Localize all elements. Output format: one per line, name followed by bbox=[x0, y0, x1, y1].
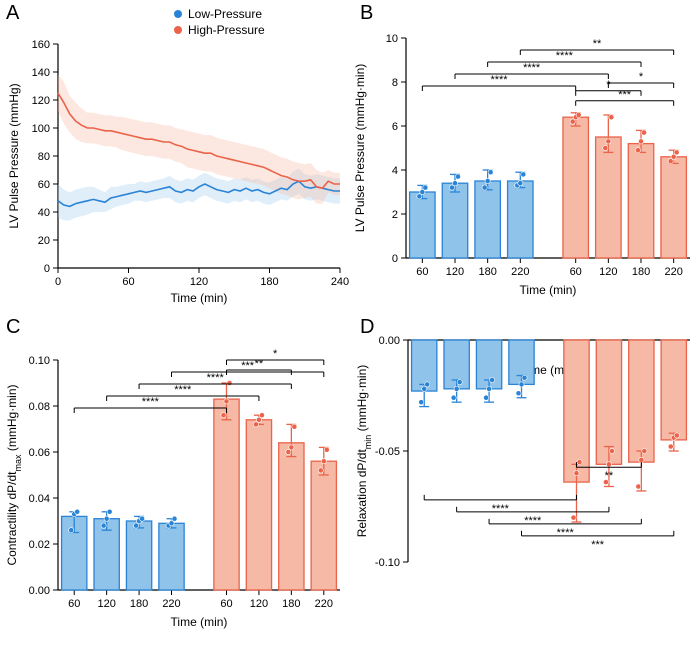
svg-text:60: 60 bbox=[220, 598, 232, 610]
svg-text:160: 160 bbox=[32, 39, 50, 51]
svg-text:****: **** bbox=[557, 527, 575, 539]
svg-text:0: 0 bbox=[392, 253, 398, 265]
svg-text:Contractility dP/dtmax (mmHg·m: Contractility dP/dtmax (mmHg·min) bbox=[5, 384, 23, 565]
svg-text:10: 10 bbox=[386, 33, 398, 45]
panel-D: -0.10-0.050.006012018022060120180220Time… bbox=[350, 310, 700, 642]
svg-text:120: 120 bbox=[32, 95, 50, 107]
svg-text:***: *** bbox=[591, 539, 605, 551]
svg-text:*: * bbox=[273, 348, 278, 360]
svg-text:100: 100 bbox=[32, 123, 50, 135]
svg-text:****: **** bbox=[142, 396, 160, 408]
svg-text:****: **** bbox=[207, 372, 225, 384]
svg-text:8: 8 bbox=[392, 77, 398, 89]
svg-text:Time (min): Time (min) bbox=[171, 291, 228, 305]
svg-text:****: **** bbox=[523, 62, 541, 74]
svg-text:180: 180 bbox=[478, 266, 496, 278]
svg-text:60: 60 bbox=[38, 179, 50, 191]
svg-text:0.10: 0.10 bbox=[29, 355, 50, 367]
svg-text:80: 80 bbox=[38, 151, 50, 163]
svg-text:240: 240 bbox=[331, 276, 349, 288]
svg-text:4: 4 bbox=[392, 165, 398, 177]
svg-text:****: **** bbox=[490, 74, 508, 86]
svg-text:140: 140 bbox=[32, 67, 50, 79]
svg-text:2: 2 bbox=[392, 209, 398, 221]
svg-text:40: 40 bbox=[38, 207, 50, 219]
svg-text:180: 180 bbox=[632, 266, 650, 278]
svg-text:Time (min): Time (min) bbox=[171, 615, 228, 629]
svg-text:60: 60 bbox=[68, 598, 80, 610]
svg-text:****: **** bbox=[492, 503, 510, 515]
svg-text:***: *** bbox=[618, 89, 632, 101]
svg-text:Relaxation dP/dtmin (mmHg·min): Relaxation dP/dtmin (mmHg·min) bbox=[355, 365, 373, 538]
svg-text:LV Pulse Pressure (mmHg·min): LV Pulse Pressure (mmHg·min) bbox=[353, 64, 367, 232]
svg-text:220: 220 bbox=[664, 266, 682, 278]
svg-text:20: 20 bbox=[38, 235, 50, 247]
svg-text:220: 220 bbox=[162, 598, 180, 610]
svg-text:**: ** bbox=[593, 38, 602, 50]
svg-text:120: 120 bbox=[190, 276, 208, 288]
svg-text:****: **** bbox=[524, 515, 542, 527]
svg-text:60: 60 bbox=[122, 276, 134, 288]
panel-B: 0 2 4 6 8 10 60 120 180 220 60 120 180 220 Time (min) L… bbox=[350, 0, 700, 310]
svg-text:Time (min): Time (min) bbox=[520, 283, 577, 297]
svg-text:60: 60 bbox=[570, 266, 582, 278]
svg-text:0.06: 0.06 bbox=[29, 447, 50, 459]
svg-text:**: ** bbox=[605, 470, 614, 482]
svg-text:0.00: 0.00 bbox=[379, 335, 400, 347]
panel-C: 0.00 0.02 0.04 0.06 0.08 0.10 60 120 180 220 60 120… bbox=[0, 310, 350, 642]
svg-text:0: 0 bbox=[55, 276, 61, 288]
svg-text:High-Pressure: High-Pressure bbox=[188, 23, 265, 37]
svg-text:LV Pulse Pressure (mmHg): LV Pulse Pressure (mmHg) bbox=[7, 83, 21, 228]
svg-text:0.08: 0.08 bbox=[29, 401, 50, 413]
svg-text:180: 180 bbox=[260, 276, 278, 288]
svg-text:-0.05: -0.05 bbox=[375, 446, 400, 458]
svg-text:0: 0 bbox=[44, 263, 50, 275]
svg-text:****: **** bbox=[174, 384, 192, 396]
svg-text:220: 220 bbox=[511, 266, 529, 278]
svg-text:0.02: 0.02 bbox=[29, 539, 50, 551]
svg-text:-0.10: -0.10 bbox=[375, 557, 400, 569]
svg-text:220: 220 bbox=[315, 598, 333, 610]
svg-text:6: 6 bbox=[392, 121, 398, 133]
figure: A B C D 06012018024002040608010012014016… bbox=[0, 0, 700, 642]
svg-text:*: * bbox=[639, 71, 644, 83]
svg-text:180: 180 bbox=[282, 598, 300, 610]
svg-text:120: 120 bbox=[250, 598, 268, 610]
svg-text:120: 120 bbox=[97, 598, 115, 610]
svg-text:Low-Pressure: Low-Pressure bbox=[188, 7, 262, 21]
svg-text:0.00: 0.00 bbox=[29, 585, 50, 597]
svg-text:****: **** bbox=[556, 50, 574, 62]
svg-text:120: 120 bbox=[446, 266, 464, 278]
svg-text:0.04: 0.04 bbox=[29, 493, 50, 505]
svg-text:60: 60 bbox=[416, 266, 428, 278]
svg-text:120: 120 bbox=[599, 266, 617, 278]
panel-A: 0 60 120 180 240 0 20 40 60 80 100 120 140 160 Time (m… bbox=[0, 0, 350, 310]
svg-text:180: 180 bbox=[130, 598, 148, 610]
